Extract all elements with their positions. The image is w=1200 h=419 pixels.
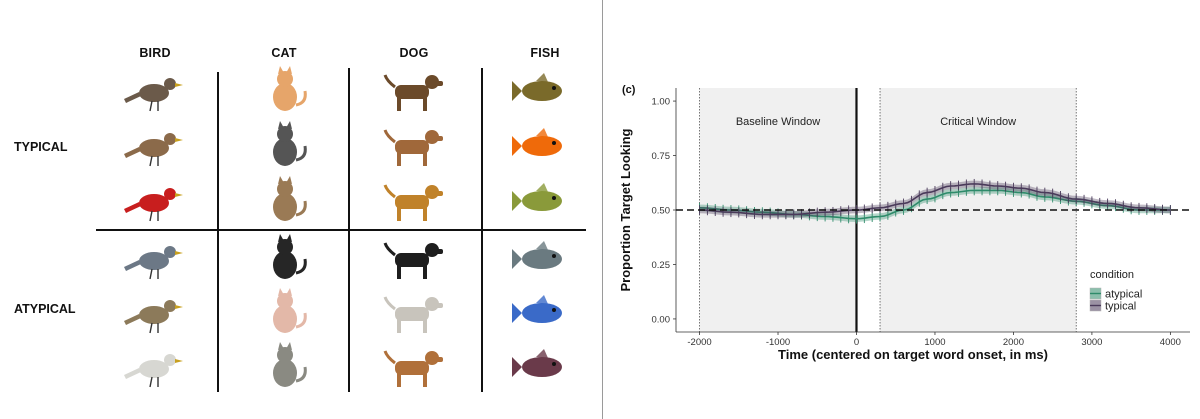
y-tick-label-3: 0.75 (652, 151, 671, 162)
gray-cat-icon (249, 120, 319, 170)
basset-dog-icon (379, 341, 449, 391)
clown-fish-icon (510, 120, 580, 170)
column-header-fish: FISH (530, 46, 560, 60)
x-tick-label-5: 3000 (1081, 337, 1102, 348)
sphynx-cat-icon (249, 287, 319, 337)
y-axis-title: Proportion Target Looking (618, 128, 633, 291)
series-line-typical (699, 183, 1171, 216)
puli-dog-icon (379, 233, 449, 283)
window-label-0: Baseline Window (736, 116, 820, 128)
panel-label: (c) (622, 84, 636, 96)
egret-bird-icon (120, 341, 190, 391)
legend-label-typical: typical (1105, 301, 1136, 313)
tabby-cat-icon (249, 175, 319, 225)
x-tick-label-4: 2000 (1003, 337, 1024, 348)
betta-fish-icon (510, 287, 580, 337)
row-header-atypical: ATYPICAL (14, 302, 76, 316)
sparrow-bird-icon (120, 120, 190, 170)
black-cat-icon (249, 233, 319, 283)
afghan-dog-icon (379, 287, 449, 337)
grid-hline (96, 229, 586, 231)
bass-fish-icon (510, 65, 580, 115)
legend-label-atypical: atypical (1105, 289, 1142, 301)
lion-fish-icon (510, 341, 580, 391)
x-tick-label-1: -1000 (766, 337, 790, 348)
x-tick-label-6: 4000 (1160, 337, 1181, 348)
x-tick-label-0: -2000 (687, 337, 711, 348)
column-header-dog: DOG (399, 46, 429, 60)
chart-svg: (c) Baseline Window Critical Window 0.00 0.2… (618, 84, 1190, 362)
legend-title: condition (1090, 269, 1134, 281)
curled-cat-icon (249, 341, 319, 391)
orange-cat-icon (249, 65, 319, 115)
stimuli-panel: BIRD CAT DOG FISH TYPICAL ATYPICAL (14, 46, 586, 392)
column-header-bird: BIRD (139, 46, 171, 60)
cardinal-bird-icon (120, 175, 190, 225)
looking-time-chart: (c) Baseline Window Critical Window 0.00 0.2… (604, 0, 1200, 419)
x-tick-label-2: 0 (854, 337, 859, 348)
kingfisher-bird-icon (120, 233, 190, 283)
sunfish-fish-icon (510, 175, 580, 225)
kookaburra-bird-icon (120, 287, 190, 337)
beagle-dog-icon (379, 120, 449, 170)
shepherd-dog-icon (379, 65, 449, 115)
x-axis-title: Time (centered on target word onset, in … (778, 347, 1048, 362)
y-tick-label-1: 0.25 (652, 260, 671, 271)
sturgeon-fish-icon (510, 233, 580, 283)
y-tick-label-0: 0.00 (652, 314, 671, 325)
panel-divider (602, 0, 603, 419)
golden-dog-icon (379, 175, 449, 225)
window-label-1: Critical Window (940, 116, 1016, 128)
column-header-cat: CAT (271, 46, 297, 60)
x-tick-label-3: 1000 (924, 337, 945, 348)
grid-vline-1 (217, 72, 219, 392)
y-tick-label-4: 1.00 (652, 97, 671, 108)
y-tick-label-2: 0.50 (652, 206, 671, 217)
row-header-typical: TYPICAL (14, 140, 68, 154)
robin-bird-icon (120, 65, 190, 115)
